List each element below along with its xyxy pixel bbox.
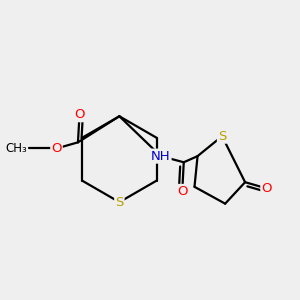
Text: O: O [51, 142, 62, 155]
Text: O: O [261, 182, 272, 195]
Text: O: O [177, 185, 188, 198]
Text: O: O [74, 108, 85, 121]
Text: S: S [115, 196, 124, 208]
Text: S: S [218, 130, 226, 143]
Text: NH: NH [151, 150, 171, 163]
Text: CH₃: CH₃ [6, 142, 27, 155]
